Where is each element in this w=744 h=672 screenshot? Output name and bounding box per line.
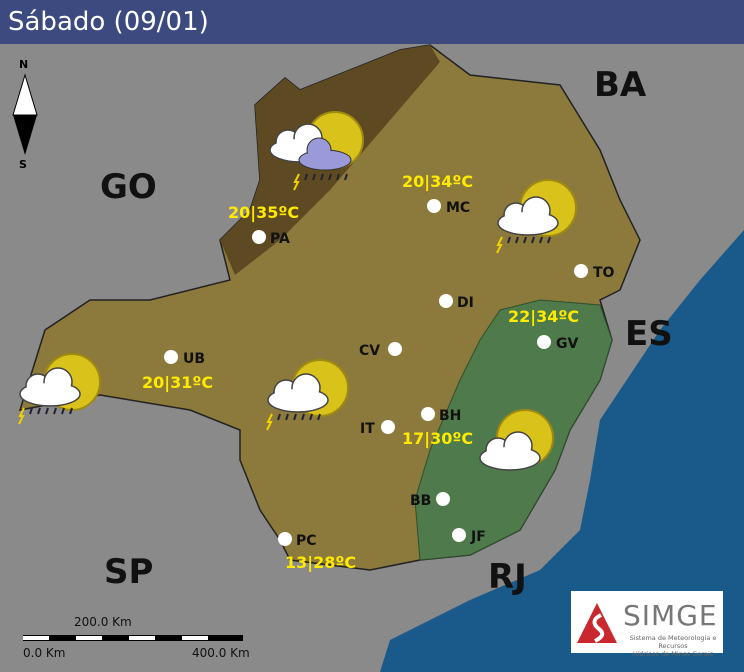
compass-south-label: S	[19, 158, 27, 171]
state-label-sp: SP	[104, 552, 153, 592]
scale-mid-label: 200.0 Km	[74, 615, 132, 629]
compass-north-label: N	[19, 58, 28, 71]
state-label-go: GO	[100, 167, 157, 207]
temp-pa: 20|35ºC	[228, 203, 299, 223]
city-dot-gv[interactable]	[537, 335, 551, 349]
city-dot-mc[interactable]	[427, 199, 441, 213]
page-title: Sábado (09/01)	[0, 0, 744, 44]
logo-subtitle-2: Hídricos de Minas Gerais	[632, 650, 714, 658]
city-label-bb: BB	[410, 493, 431, 509]
temp-gv: 22|34ºC	[508, 307, 579, 327]
city-dot-bh[interactable]	[421, 407, 435, 421]
scale-start-label: 0.0 Km	[23, 646, 65, 660]
city-label-di: DI	[457, 295, 474, 311]
simge-logo: SIMGE Sistema de Meteorologia e Recursos…	[571, 591, 723, 658]
temp-ub: 20|31ºC	[142, 373, 213, 393]
city-dot-ub[interactable]	[164, 350, 178, 364]
logo-subtitle-1: Sistema de Meteorologia e Recursos	[629, 634, 717, 650]
temp-bh: 17|30ºC	[402, 429, 473, 449]
city-label-bh: BH	[439, 408, 461, 424]
ocean	[380, 230, 744, 672]
state-label-ba: BA	[594, 65, 647, 105]
city-label-it: IT	[360, 421, 375, 437]
city-label-gv: GV	[556, 336, 578, 352]
city-label-ub: UB	[183, 351, 205, 367]
city-label-pc: PC	[296, 533, 317, 549]
city-label-to: TO	[593, 265, 615, 281]
city-dot-di[interactable]	[439, 294, 453, 308]
logo-subtitle: Sistema de Meteorologia e Recursos Hídric…	[623, 634, 723, 658]
city-dot-pa[interactable]	[252, 230, 266, 244]
city-dot-to[interactable]	[574, 264, 588, 278]
city-label-mc: MC	[446, 200, 470, 216]
state-label-es: ES	[625, 314, 673, 354]
temp-mc: 20|34ºC	[402, 172, 473, 192]
thunderstorm-icon	[269, 111, 364, 191]
city-dot-bb[interactable]	[436, 492, 450, 506]
scale-bar: 200.0 Km 0.0 Km 400.0 Km	[23, 615, 250, 660]
city-dot-cv[interactable]	[388, 342, 402, 356]
city-dot-it[interactable]	[381, 420, 395, 434]
city-label-cv: CV	[359, 343, 380, 359]
city-label-jf: JF	[470, 529, 486, 545]
compass-south-arrow	[13, 115, 37, 155]
logo-name: SIMGE	[623, 599, 718, 632]
temp-pc: 13|28ºC	[285, 553, 356, 573]
simge-logo-mark	[577, 603, 617, 643]
scale-end-label: 400.0 Km	[192, 646, 250, 660]
state-label-rj: RJ	[488, 557, 527, 597]
city-label-pa: PA	[270, 231, 290, 247]
compass: N S	[12, 58, 38, 171]
city-dot-jf[interactable]	[452, 528, 466, 542]
city-dot-pc[interactable]	[278, 532, 292, 546]
